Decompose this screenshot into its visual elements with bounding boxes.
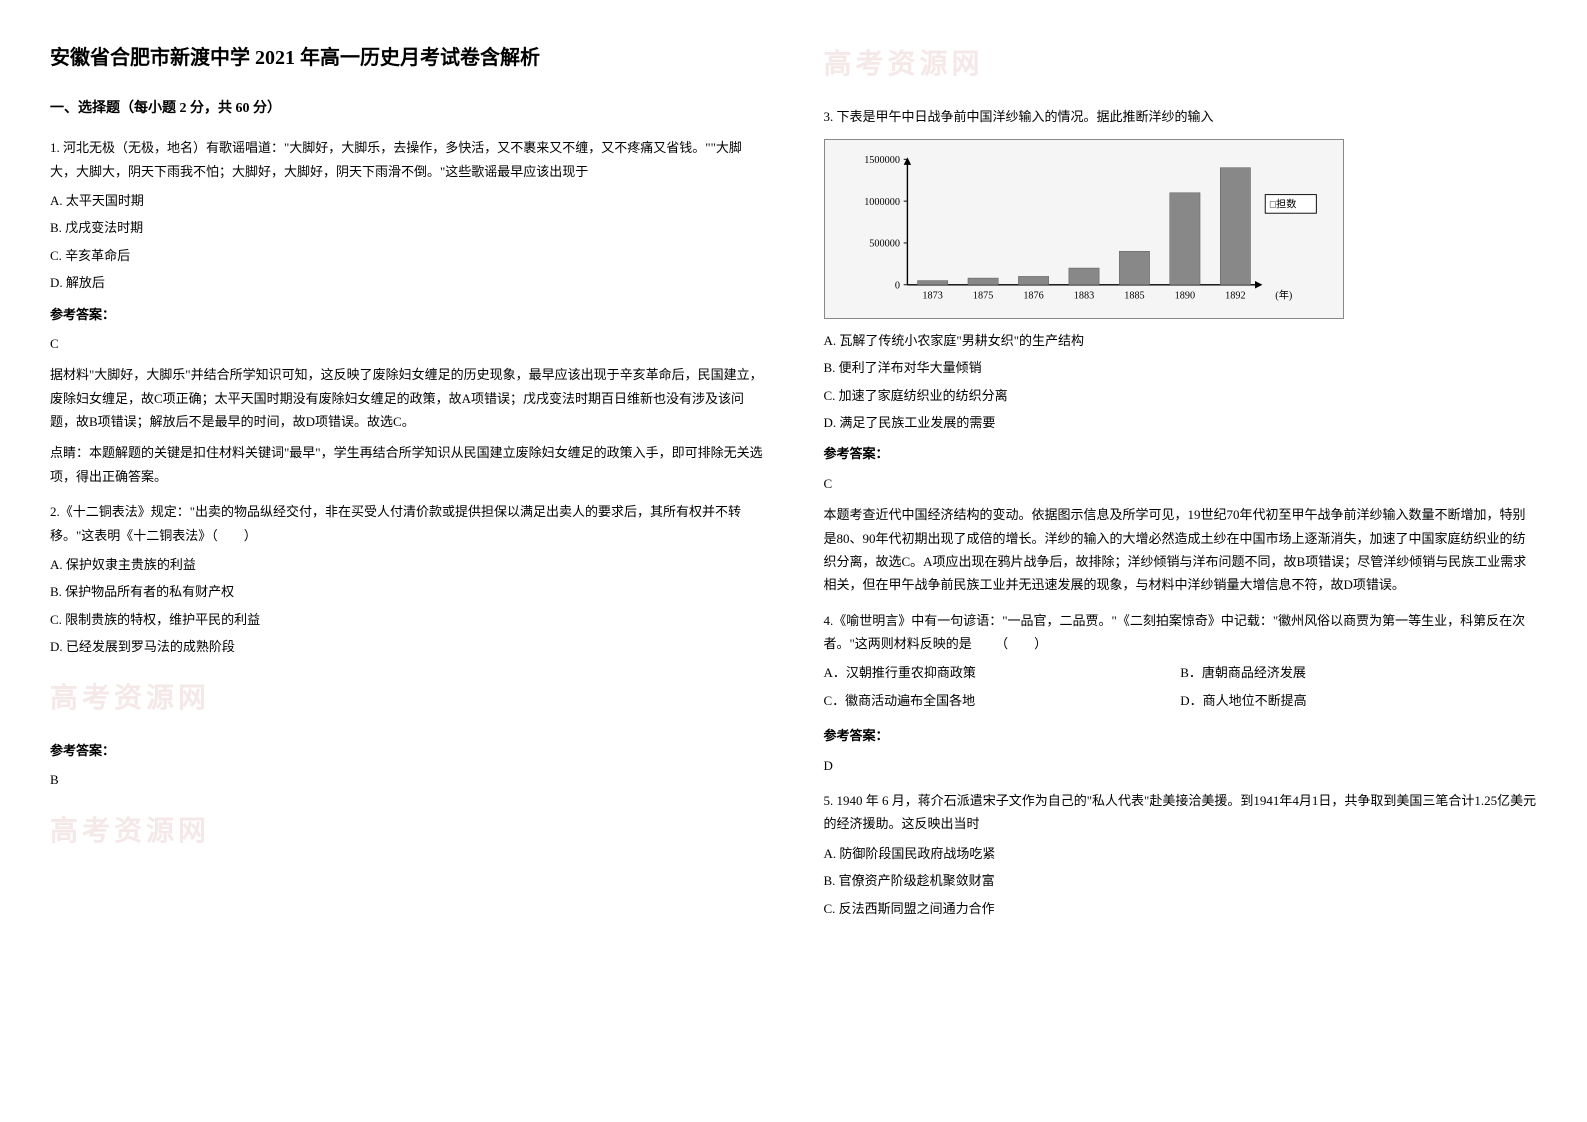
svg-text:(年): (年) xyxy=(1275,288,1292,301)
svg-text:1000000: 1000000 xyxy=(864,197,900,208)
option-b: B. 戊戌变法时期 xyxy=(50,216,764,239)
svg-text:□担数: □担数 xyxy=(1269,197,1296,210)
answer-value: B xyxy=(50,768,764,791)
option-d: D. 解放后 xyxy=(50,271,764,294)
option-b: B. 保护物品所有者的私有财产权 xyxy=(50,580,764,603)
bar-chart: 0 500000 1000000 1500000 1873 1875 1876 1883 188… xyxy=(835,150,1333,308)
option-d: D. 满足了民族工业发展的需要 xyxy=(824,411,1538,434)
question-text: 4.《喻世明言》中有一句谚语："一品官，二品贾。"《二刻拍案惊奇》中记载："徽州… xyxy=(824,609,1538,656)
section-header: 一、选择题（每小题 2 分，共 60 分） xyxy=(50,96,764,121)
option-d: D. 已经发展到罗马法的成熟阶段 xyxy=(50,635,764,658)
option-row: A．汉朝推行重农抑商政策 B．唐朝商品经济发展 xyxy=(824,661,1538,688)
watermark: 高考资源网 xyxy=(50,807,764,857)
explanation-1: 据材料"大脚好，大脚乐"并结合所学知识可知，这反映了废除妇女缠足的历史现象，最早… xyxy=(50,363,764,433)
option-a: A. 太平天国时期 xyxy=(50,189,764,212)
explanation-2: 点睛：本题解题的关键是扣住材料关键词"最早"，学生再结合所学知识从民国建立废除妇… xyxy=(50,441,764,488)
question-1: 1. 河北无极（无极，地名）有歌谣唱道："大脚好，大脚乐，去操作，多快活，又不裹… xyxy=(50,136,764,488)
question-text: 1. 河北无极（无极，地名）有歌谣唱道："大脚好，大脚乐，去操作，多快活，又不裹… xyxy=(50,136,764,183)
svg-text:1500000: 1500000 xyxy=(864,155,900,166)
svg-text:1892: 1892 xyxy=(1225,290,1245,301)
answer-label: 参考答案： xyxy=(824,442,1538,465)
watermark: 高考资源网 xyxy=(824,40,1538,90)
question-3: 3. 下表是甲午中日战争前中国洋纱输入的情况。据此推断洋纱的输入 0 500000… xyxy=(824,105,1538,596)
svg-text:1883: 1883 xyxy=(1073,290,1093,301)
option-b: B. 官僚资产阶级趁机聚敛财富 xyxy=(824,869,1538,892)
right-column: 高考资源网 3. 下表是甲午中日战争前中国洋纱输入的情况。据此推断洋纱的输入 0… xyxy=(824,40,1538,932)
answer-label: 参考答案： xyxy=(50,303,764,326)
option-c: C．徽商活动遍布全国各地 xyxy=(824,689,1181,712)
option-b: B. 便利了洋布对华大量倾销 xyxy=(824,356,1538,379)
option-c: C. 反法西斯同盟之间通力合作 xyxy=(824,897,1538,920)
answer-value: D xyxy=(824,754,1538,777)
answer-label: 参考答案： xyxy=(824,724,1538,747)
svg-text:500000: 500000 xyxy=(869,238,900,249)
option-b: B．唐朝商品经济发展 xyxy=(1180,661,1537,684)
svg-text:1875: 1875 xyxy=(972,290,992,301)
option-a: A. 防御阶段国民政府战场吃紧 xyxy=(824,842,1538,865)
option-a: A. 瓦解了传统小农家庭"男耕女织"的生产结构 xyxy=(824,329,1538,352)
question-5: 5. 1940 年 6 月，蒋介石派遣宋子文作为自己的"私人代表"赴美接洽美援。… xyxy=(824,789,1538,920)
left-column: 安徽省合肥市新渡中学 2021 年高一历史月考试卷含解析 一、选择题（每小题 2… xyxy=(50,40,764,932)
q4-bracket: （ ） xyxy=(995,632,1047,655)
answer-label: 参考答案： xyxy=(50,739,764,762)
question-2: 2.《十二铜表法》规定："出卖的物品纵经交付，非在买受人付清价款或提供担保以满足… xyxy=(50,500,764,658)
svg-text:1873: 1873 xyxy=(922,290,942,301)
page-title: 安徽省合肥市新渡中学 2021 年高一历史月考试卷含解析 xyxy=(50,40,764,76)
option-c: C. 限制贵族的特权，维护平民的利益 xyxy=(50,608,764,631)
option-row: C．徽商活动遍布全国各地 D．商人地位不断提高 xyxy=(824,689,1538,716)
svg-text:1890: 1890 xyxy=(1174,290,1194,301)
question-4: 4.《喻世明言》中有一句谚语："一品官，二品贾。"《二刻拍案惊奇》中记载："徽州… xyxy=(824,609,1538,777)
chart-container: 0 500000 1000000 1500000 1873 1875 1876 1883 188… xyxy=(824,139,1344,319)
option-c: C. 加速了家庭纺织业的纺织分离 xyxy=(824,384,1538,407)
q4-text: 4.《喻世明言》中有一句谚语："一品官，二品贾。"《二刻拍案惊奇》中记载："徽州… xyxy=(824,613,1526,651)
svg-text:1885: 1885 xyxy=(1124,290,1144,301)
svg-text:0: 0 xyxy=(894,280,899,291)
answer-value: C xyxy=(50,332,764,355)
option-d: D．商人地位不断提高 xyxy=(1180,689,1537,712)
question-text: 3. 下表是甲午中日战争前中国洋纱输入的情况。据此推断洋纱的输入 xyxy=(824,105,1538,128)
option-c: C. 辛亥革命后 xyxy=(50,244,764,267)
question-text: 2.《十二铜表法》规定："出卖的物品纵经交付，非在买受人付清价款或提供担保以满足… xyxy=(50,500,764,547)
answer-value: C xyxy=(824,472,1538,495)
watermark: 高考资源网 xyxy=(50,674,764,724)
question-text: 5. 1940 年 6 月，蒋介石派遣宋子文作为自己的"私人代表"赴美接洽美援。… xyxy=(824,789,1538,836)
option-a: A. 保护奴隶主贵族的利益 xyxy=(50,553,764,576)
option-a: A．汉朝推行重农抑商政策 xyxy=(824,661,1181,684)
svg-text:1876: 1876 xyxy=(1023,290,1043,301)
explanation: 本题考查近代中国经济结构的变动。依据图示信息及所学可见，19世纪70年代初至甲午… xyxy=(824,503,1538,597)
